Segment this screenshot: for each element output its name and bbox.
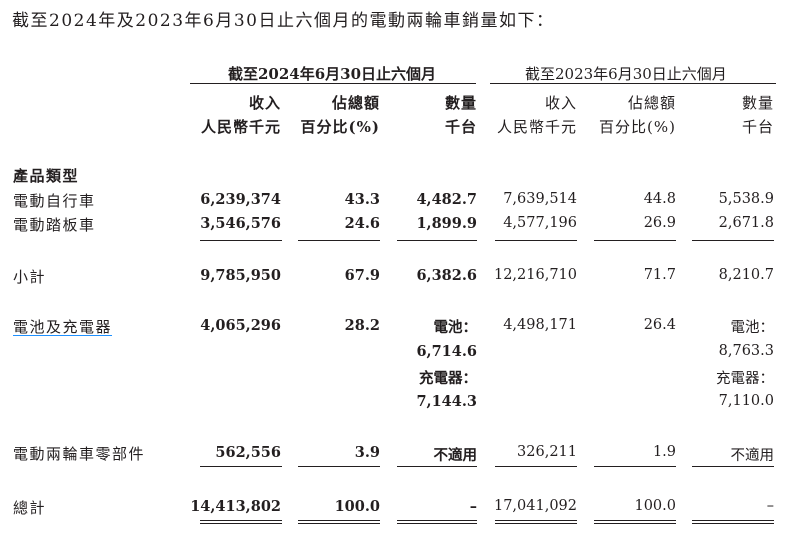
row-battery-prior-battery-volume: 8,763.3 — [718, 343, 774, 359]
row-ebike-prior-revenue: 7,639,514 — [503, 191, 577, 207]
row-battery-prior-share: 26.4 — [643, 317, 676, 333]
row-total-prior-share: 100.0 — [634, 498, 676, 514]
row-subtotal-prior-volume: 8,210.7 — [718, 267, 774, 283]
row-battery-prior-battery-label: 電池： — [730, 320, 775, 336]
divider-subtotal-p-rev — [495, 240, 577, 241]
row-battery-current-revenue: 4,065,296 — [200, 317, 281, 334]
row-total-current-volume: – — [469, 498, 477, 515]
row-ebike-label: 電動自行車 — [13, 192, 96, 210]
divider-total-p-rev — [495, 466, 577, 467]
double-line-p-pct-1 — [594, 520, 676, 521]
col-revenue-prior: 收入 — [544, 94, 577, 112]
prior-period-underline — [490, 83, 776, 84]
divider-total-c-rev — [200, 466, 282, 467]
row-parts-current-volume: 不適用 — [433, 447, 478, 464]
current-period-header: 截至2024年6月30日止六個月 — [228, 65, 437, 83]
row-battery-prior-charger-label: 充電器： — [716, 371, 774, 387]
row-ebike-prior-volume: 5,538.9 — [718, 191, 774, 207]
row-escooter-prior-revenue: 4,577,196 — [503, 215, 577, 231]
divider-total-p-pct — [594, 466, 676, 467]
row-total-prior-volume: – — [766, 498, 774, 514]
row-subtotal-prior-share: 71.7 — [643, 267, 676, 283]
row-parts-prior-share: 1.9 — [652, 444, 676, 460]
row-parts-current-revenue: 562,556 — [215, 444, 281, 461]
divider-subtotal-c-vol — [397, 240, 477, 241]
row-escooter-current-revenue: 3,546,576 — [200, 215, 281, 232]
double-line-c-vol-2 — [397, 523, 477, 524]
row-ebike-current-volume: 4,482.7 — [416, 191, 477, 208]
battery-charger-link[interactable]: 電池及充電器 — [13, 318, 113, 336]
row-parts-current-share: 3.9 — [354, 444, 380, 461]
divider-subtotal-c-rev — [200, 240, 282, 241]
prior-period-header: 截至2023年6月30日止六個月 — [525, 65, 727, 83]
divider-total-p-vol — [692, 466, 774, 467]
divider-total-c-vol — [397, 466, 477, 467]
row-battery-current-share: 28.2 — [344, 317, 380, 334]
double-line-p-rev-2 — [495, 523, 577, 524]
row-battery-prior-charger-volume: 7,110.0 — [718, 393, 774, 409]
col-share-prior-unit: 百分比(%) — [599, 118, 676, 136]
col-volume-current-unit: 千台 — [444, 118, 477, 136]
row-total-prior-revenue: 17,041,092 — [493, 498, 577, 514]
row-parts-prior-volume: 不適用 — [730, 448, 775, 464]
row-total-current-share: 100.0 — [334, 498, 380, 515]
double-line-c-pct-2 — [298, 523, 380, 524]
row-ebike-current-revenue: 6,239,374 — [200, 191, 281, 208]
row-subtotal-label: 小計 — [13, 268, 47, 286]
col-revenue-current: 收入 — [248, 94, 281, 112]
double-line-p-pct-2 — [594, 523, 676, 524]
col-revenue-current-unit: 人民幣千元 — [200, 118, 281, 136]
col-volume-prior: 數量 — [741, 94, 774, 112]
row-parts-label: 電動兩輪車零部件 — [13, 445, 146, 463]
col-share-prior: 佔總額 — [627, 94, 676, 112]
current-period-underline — [190, 83, 476, 84]
double-line-c-rev-2 — [200, 523, 282, 524]
row-parts-prior-revenue: 326,211 — [517, 444, 577, 460]
row-subtotal-current-share: 67.9 — [344, 267, 380, 284]
row-escooter-label: 電動踏板車 — [13, 216, 96, 234]
row-ebike-prior-share: 44.8 — [643, 191, 676, 207]
double-line-p-vol-2 — [692, 523, 774, 524]
double-line-c-rev-1 — [200, 520, 282, 521]
double-line-c-vol-1 — [397, 520, 477, 521]
row-battery-label[interactable]: 電池及充電器 — [13, 316, 112, 337]
row-battery-current-charger-label: 充電器： — [419, 370, 477, 387]
row-battery-prior-revenue: 4,498,171 — [503, 317, 577, 333]
divider-subtotal-p-vol — [692, 240, 774, 241]
row-escooter-current-volume: 1,899.9 — [416, 215, 477, 232]
row-total-label: 總計 — [13, 499, 47, 517]
row-subtotal-current-volume: 6,382.6 — [416, 267, 477, 284]
section-product-type: 產品類型 — [13, 167, 80, 185]
intro-sentence: 截至2024年及2023年6月30日止六個月的電動兩輪車銷量如下： — [12, 11, 555, 31]
row-escooter-prior-volume: 2,671.8 — [718, 215, 774, 231]
row-subtotal-current-revenue: 9,785,950 — [200, 267, 281, 284]
row-battery-current-battery-volume: 6,714.6 — [416, 343, 477, 360]
row-escooter-prior-share: 26.9 — [643, 215, 676, 231]
col-volume-prior-unit: 千台 — [741, 118, 774, 136]
row-battery-current-charger-volume: 7,144.3 — [416, 393, 477, 410]
double-line-p-vol-1 — [692, 520, 774, 521]
divider-subtotal-p-pct — [594, 240, 676, 241]
double-line-p-rev-1 — [495, 520, 577, 521]
row-battery-current-battery-label: 電池： — [433, 319, 478, 336]
row-escooter-current-share: 24.6 — [344, 215, 380, 232]
row-total-current-revenue: 14,413,802 — [190, 498, 281, 515]
col-revenue-prior-unit: 人民幣千元 — [496, 118, 577, 136]
row-subtotal-prior-revenue: 12,216,710 — [493, 267, 577, 283]
double-line-c-pct-1 — [298, 520, 380, 521]
col-share-current: 佔總額 — [331, 94, 380, 112]
divider-total-c-pct — [298, 466, 380, 467]
col-share-current-unit: 百分比(%) — [300, 118, 380, 136]
col-volume-current: 數量 — [444, 94, 477, 112]
divider-subtotal-c-pct — [298, 240, 380, 241]
row-ebike-current-share: 43.3 — [344, 191, 380, 208]
